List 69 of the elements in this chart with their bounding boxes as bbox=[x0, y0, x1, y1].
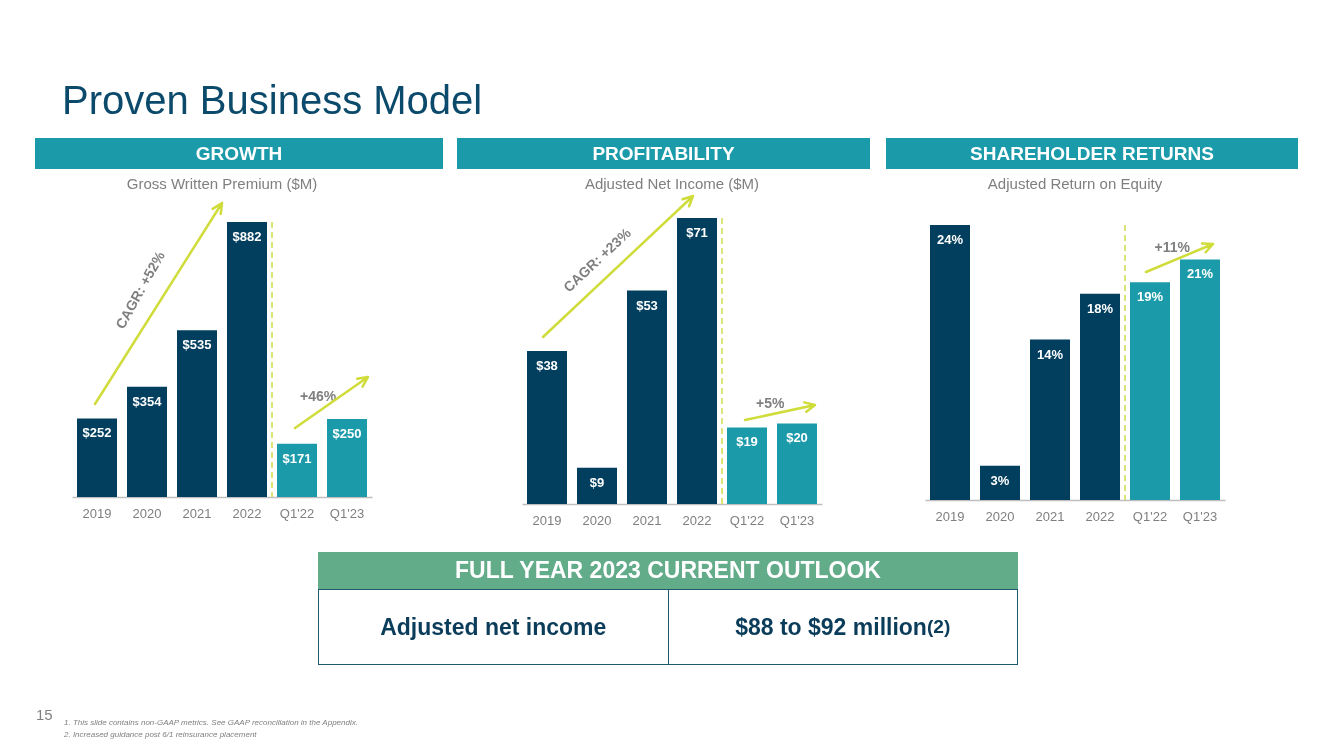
bar bbox=[980, 465, 1020, 500]
bar bbox=[727, 427, 767, 504]
x-tick-label: Q1'23 bbox=[1182, 508, 1218, 524]
x-tick-label: Q1'23 bbox=[779, 512, 815, 528]
x-tick-label: Q1'22 bbox=[279, 505, 315, 521]
chart-subtitle: Adjusted Return on Equity bbox=[987, 175, 1163, 193]
data-label: 19% bbox=[1136, 289, 1164, 305]
data-label: 14% bbox=[1036, 346, 1064, 362]
x-tick-label: 2021 bbox=[632, 512, 662, 528]
bar bbox=[1030, 339, 1070, 500]
data-label: $535 bbox=[182, 337, 212, 353]
text: 15 bbox=[36, 706, 53, 723]
bar bbox=[177, 330, 217, 497]
text: 1. This slide contains non-GAAP metrics. See GAAP reconciliation in the Appendix. bbox=[64, 718, 358, 727]
x-tick-label: 2021 bbox=[1035, 508, 1065, 524]
x-tick-label: Q1'22 bbox=[1132, 508, 1168, 524]
text: Adjusted net income bbox=[319, 590, 669, 664]
data-label: $354 bbox=[132, 393, 163, 409]
data-label: $20 bbox=[786, 430, 808, 446]
text: 2. Increased guidance post 6/1 reinsurance placement bbox=[64, 730, 257, 739]
x-tick-label: 2021 bbox=[182, 505, 212, 521]
bar bbox=[327, 419, 367, 497]
x-tick-label: 2020 bbox=[132, 505, 162, 521]
bar bbox=[527, 350, 567, 504]
bar bbox=[930, 225, 970, 500]
x-tick-label: 2019 bbox=[82, 505, 112, 521]
x-tick-label: 2022 bbox=[682, 512, 712, 528]
text: Proven Business Model bbox=[62, 78, 483, 123]
chart-title: PROFITABILITY bbox=[457, 138, 870, 169]
bar bbox=[1080, 293, 1120, 500]
data-label: 24% bbox=[936, 232, 964, 247]
chart-subtitle: Adjusted Net Income ($M) bbox=[584, 175, 760, 193]
bar bbox=[627, 290, 667, 504]
data-label: $53 bbox=[636, 297, 658, 313]
x-tick-label: 2019 bbox=[532, 512, 562, 528]
annotation: +46% bbox=[300, 388, 337, 404]
annotation: +5% bbox=[756, 395, 785, 411]
bar bbox=[677, 218, 717, 504]
x-tick-label: Q1'23 bbox=[329, 505, 365, 521]
x-tick-label: 2019 bbox=[935, 508, 965, 524]
data-label: 18% bbox=[1086, 300, 1114, 316]
bar bbox=[1180, 259, 1220, 500]
bar bbox=[1130, 282, 1170, 500]
chart-subtitle: Gross Written Premium ($M) bbox=[126, 175, 318, 193]
x-tick-label: 2020 bbox=[582, 512, 612, 528]
x-tick-label: 2022 bbox=[1085, 508, 1115, 524]
data-label: 21% bbox=[1186, 266, 1214, 282]
data-label: $38 bbox=[536, 357, 558, 373]
bar bbox=[777, 423, 817, 504]
text: FULL YEAR 2023 CURRENT OUTLOOK bbox=[318, 552, 1018, 589]
chart-title: GROWTH bbox=[35, 138, 443, 169]
data-label: 3% bbox=[990, 472, 1010, 488]
data-label: $250 bbox=[332, 426, 362, 442]
data-label: $252 bbox=[82, 425, 112, 441]
x-tick-label: 2022 bbox=[232, 505, 262, 521]
bar bbox=[127, 386, 167, 497]
data-label: $171 bbox=[282, 450, 312, 466]
data-label: $19 bbox=[736, 434, 758, 450]
data-label: $71 bbox=[686, 225, 708, 240]
chart-title: SHAREHOLDER RETURNS bbox=[886, 138, 1298, 169]
annotation: +11% bbox=[1154, 239, 1190, 255]
bar bbox=[277, 443, 317, 497]
bar bbox=[77, 418, 117, 497]
x-tick-label: Q1'22 bbox=[729, 512, 765, 528]
bar bbox=[227, 222, 267, 497]
bar bbox=[577, 467, 617, 504]
x-tick-label: 2020 bbox=[985, 508, 1015, 524]
data-label: $9 bbox=[589, 474, 605, 490]
data-label: $882 bbox=[232, 229, 262, 244]
